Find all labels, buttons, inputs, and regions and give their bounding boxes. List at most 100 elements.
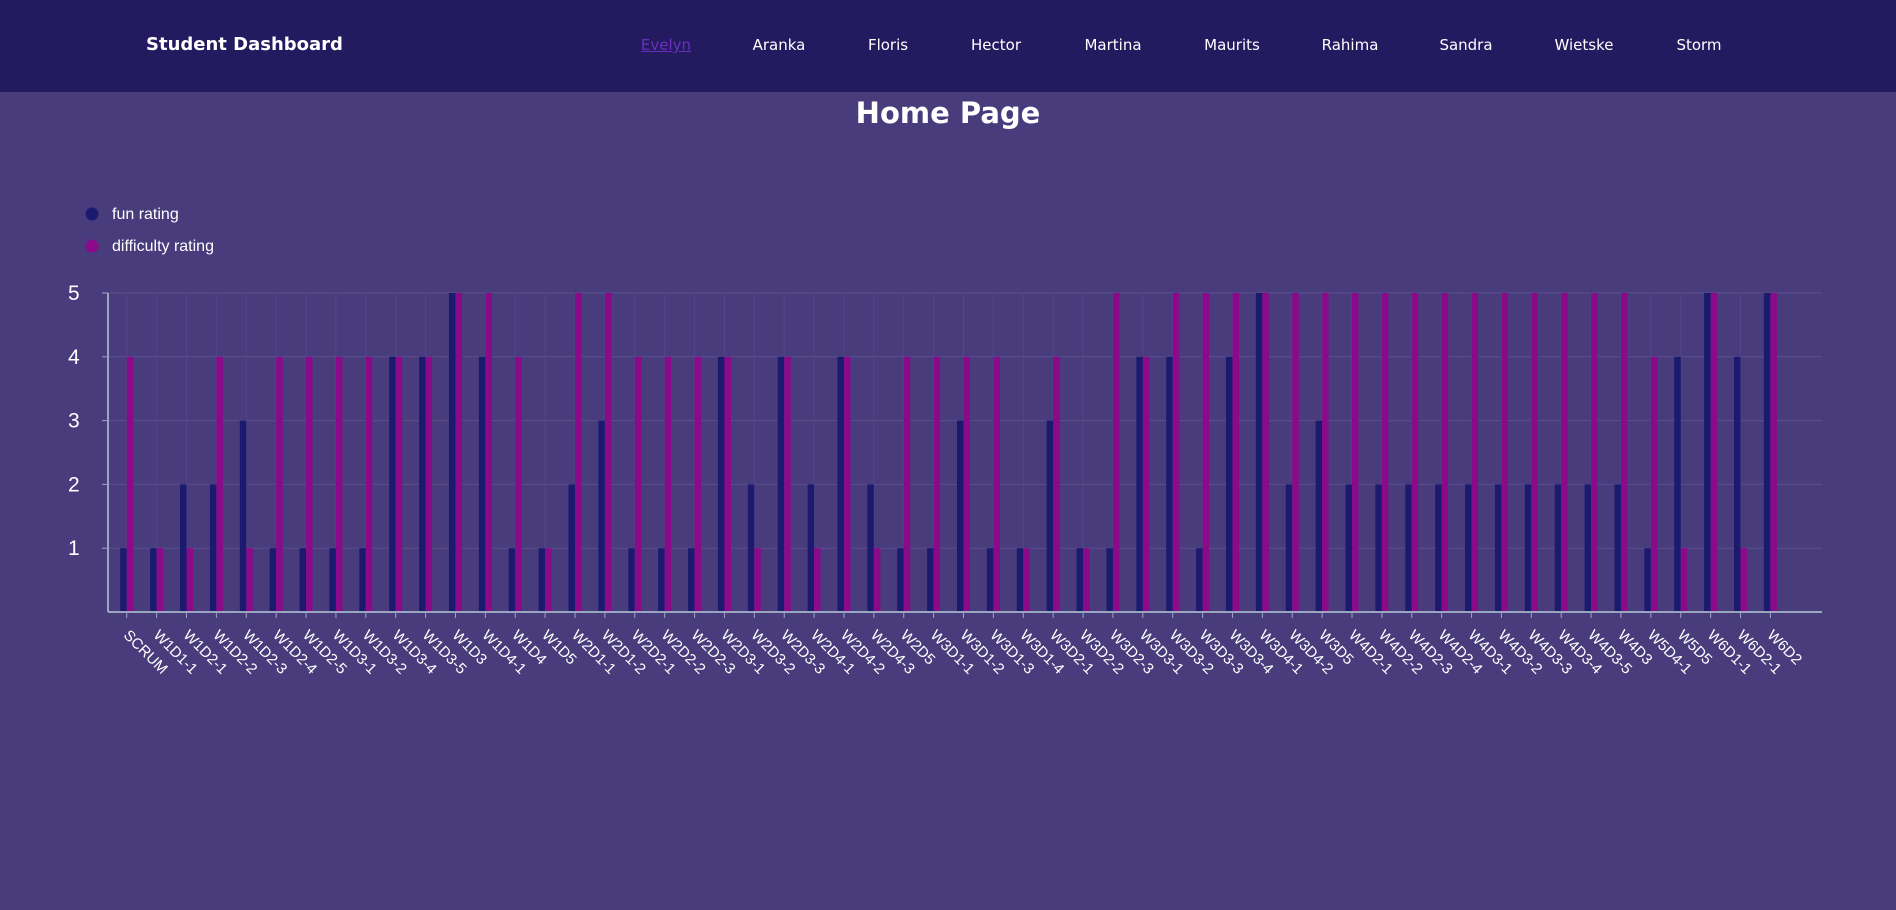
bar-difficulty-rating (993, 356, 1000, 612)
y-tick-label: 3 (68, 410, 80, 433)
bar-fun-rating (1704, 293, 1711, 612)
bar-fun-rating (688, 548, 695, 612)
bar-fun-rating (747, 484, 755, 612)
bar-difficulty-rating (1531, 293, 1538, 612)
bar-fun-rating (478, 356, 486, 612)
bar-fun-rating (538, 548, 546, 612)
bar-difficulty-rating (335, 356, 343, 612)
bar-difficulty-rating (903, 356, 911, 612)
bar-fun-rating (239, 420, 247, 612)
bar-difficulty-rating (365, 356, 373, 612)
bar-difficulty-rating (873, 548, 881, 612)
bar-difficulty-rating (425, 356, 433, 612)
bar-difficulty-rating (1411, 293, 1419, 612)
bar-fun-rating (1285, 484, 1293, 612)
bar-difficulty-rating (1172, 293, 1180, 612)
bar-fun-rating (419, 356, 426, 612)
bar-fun-rating (867, 484, 874, 612)
bar-difficulty-rating (1112, 293, 1120, 612)
bar-difficulty-rating (545, 548, 552, 612)
nav-link-maurits[interactable]: Maurits (1204, 36, 1260, 54)
bar-difficulty-rating (664, 356, 672, 612)
bar-fun-rating (1674, 356, 1681, 612)
bar-fun-rating (1046, 420, 1054, 612)
nav-link-aranka[interactable]: Aranka (752, 36, 806, 54)
nav-link-hector[interactable]: Hector (971, 36, 1021, 54)
nav-link-rahima[interactable]: Rahima (1321, 36, 1379, 54)
bar-difficulty-rating (1740, 548, 1748, 612)
bar-fun-rating (299, 548, 307, 612)
bar-fun-rating (986, 548, 994, 612)
bar-fun-rating (1524, 484, 1532, 612)
bar-difficulty-rating (1202, 293, 1210, 612)
nav-link-floris[interactable]: Floris (867, 36, 909, 54)
bar-fun-rating (957, 420, 964, 612)
brand-title[interactable]: Student Dashboard (146, 34, 343, 55)
bar-difficulty-rating (784, 356, 791, 612)
bar-fun-rating (1614, 484, 1621, 612)
nav-link-sandra[interactable]: Sandra (1439, 36, 1493, 54)
bar-difficulty-rating (1471, 293, 1479, 612)
bar-fun-rating (628, 548, 635, 612)
bar-difficulty-rating (1262, 293, 1269, 612)
bar-difficulty-rating (694, 356, 702, 612)
bar-difficulty-rating (604, 293, 612, 612)
bar-fun-rating (389, 356, 396, 612)
bar-fun-rating (1345, 484, 1353, 612)
bar-fun-rating (1375, 484, 1382, 612)
legend-marker (85, 239, 99, 253)
y-tick-label: 2 (68, 473, 80, 496)
bar-fun-rating (1106, 548, 1113, 612)
bar-difficulty-rating (1322, 293, 1329, 612)
bar-difficulty-rating (843, 356, 851, 612)
y-tick-label: 4 (68, 346, 80, 369)
bar-fun-rating (837, 356, 844, 612)
bar-fun-rating (120, 548, 127, 612)
nav-link-evelyn[interactable]: Evelyn (640, 36, 692, 54)
bar-difficulty-rating (276, 356, 283, 612)
bar-difficulty-rating (1142, 356, 1150, 612)
bar-difficulty-rating (246, 548, 253, 612)
bar-difficulty-rating (1053, 356, 1060, 612)
bar-fun-rating (448, 293, 456, 612)
bar-fun-rating (927, 548, 934, 612)
bar-difficulty-rating (515, 356, 522, 612)
bar-fun-rating (1225, 356, 1233, 612)
bar-difficulty-rating (1710, 293, 1718, 612)
bar-difficulty-rating (186, 548, 194, 612)
bar-difficulty-rating (1650, 356, 1658, 612)
bar-difficulty-rating (1023, 548, 1030, 612)
nav-link-wietske[interactable]: Wietske (1554, 36, 1614, 54)
bar-difficulty-rating (575, 293, 582, 612)
bar-difficulty-rating (963, 356, 971, 612)
bar-fun-rating (1494, 484, 1502, 612)
top-navbar: Student Dashboard Evelyn Aranka Floris H… (0, 0, 1896, 92)
y-tick-label: 1 (68, 537, 80, 560)
bar-difficulty-rating (1561, 293, 1568, 612)
bar-difficulty-rating (1352, 293, 1359, 612)
bar-fun-rating (150, 548, 157, 612)
bar-fun-rating (1076, 548, 1084, 612)
nav-link-martina[interactable]: Martina (1084, 36, 1142, 54)
bar-difficulty-rating (1381, 293, 1389, 612)
bar-fun-rating (717, 356, 725, 612)
bar-fun-rating (269, 548, 277, 612)
bar-difficulty-rating (933, 356, 941, 612)
bar-fun-rating (1465, 484, 1472, 612)
bar-fun-rating (658, 548, 665, 612)
bar-fun-rating (807, 484, 815, 612)
bar-difficulty-rating (126, 356, 134, 612)
bar-fun-rating (568, 484, 576, 612)
bar-fun-rating (1644, 548, 1651, 612)
bar-difficulty-rating (395, 356, 403, 612)
bar-fun-rating (777, 356, 785, 612)
bar-difficulty-rating (1591, 293, 1598, 612)
bar-fun-rating (1435, 484, 1442, 612)
bar-fun-rating (209, 484, 217, 612)
nav-link-storm[interactable]: Storm (1676, 36, 1722, 54)
bar-difficulty-rating (814, 548, 821, 612)
bar-fun-rating (1554, 484, 1562, 612)
bar-fun-rating (1584, 484, 1592, 612)
bar-fun-rating (508, 548, 516, 612)
bar-fun-rating (1315, 420, 1323, 612)
